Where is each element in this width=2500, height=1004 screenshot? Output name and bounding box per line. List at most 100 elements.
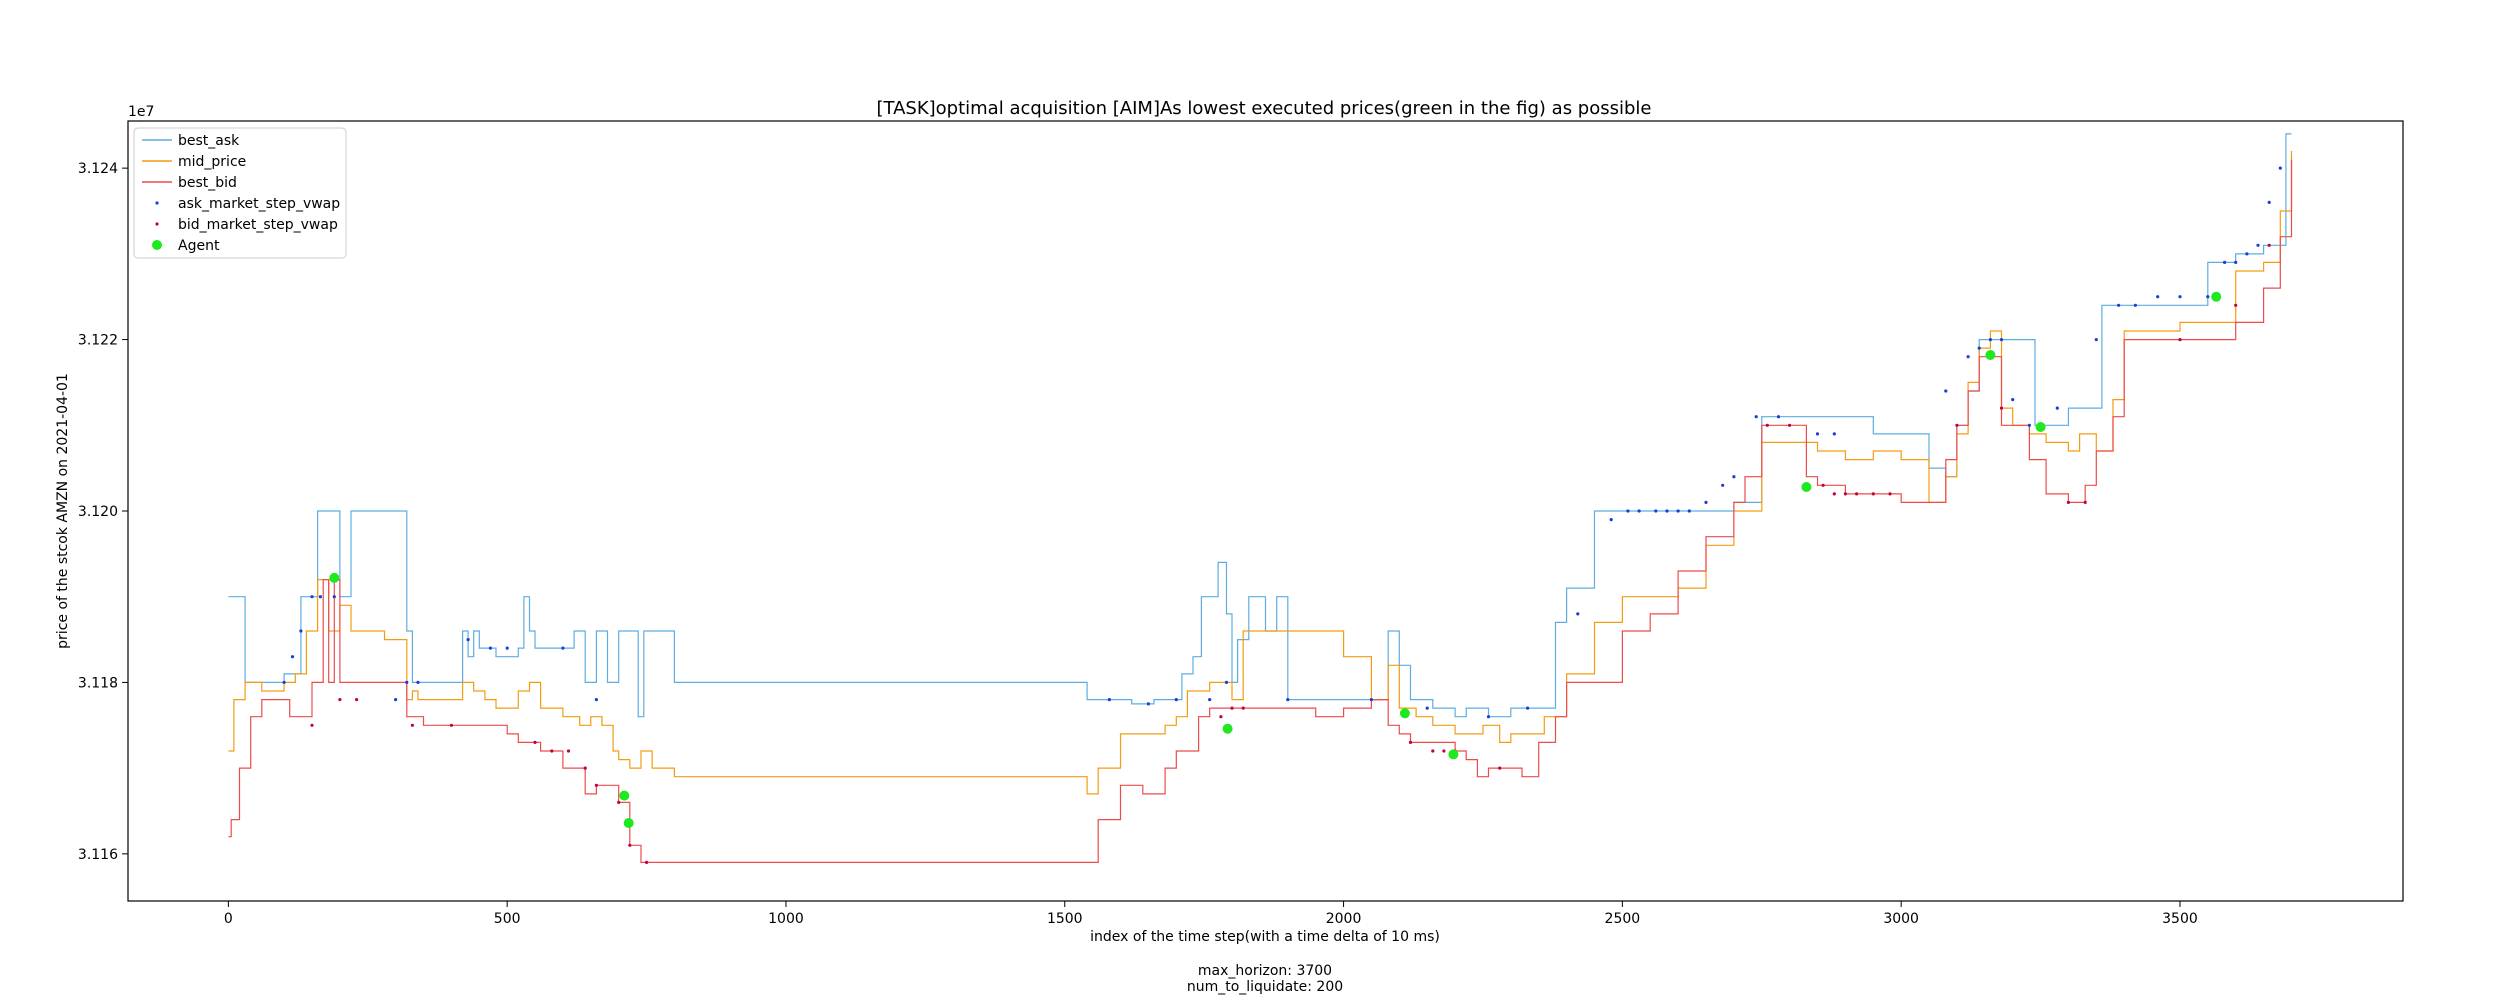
point-bid-market-step-vwap — [1832, 492, 1836, 496]
point-ask-market-step-vwap — [2223, 260, 2227, 264]
point-ask-market-step-vwap — [1208, 698, 1212, 702]
point-bid-market-step-vwap — [1888, 492, 1892, 496]
point-bid-market-step-vwap — [338, 698, 342, 702]
point-bid-market-step-vwap — [583, 766, 587, 770]
point-ask-market-step-vwap — [2011, 398, 2015, 402]
point-bid-market-step-vwap — [1821, 483, 1825, 487]
point-ask-market-step-vwap — [1609, 518, 1613, 522]
point-ask-market-step-vwap — [1815, 432, 1820, 436]
point-ask-market-step-vwap — [318, 595, 322, 599]
point-ask-market-step-vwap — [2278, 166, 2282, 170]
point-ask-market-step-vwap — [1776, 415, 1781, 419]
point-ask-market-step-vwap — [1286, 698, 1290, 702]
point-ask-market-step-vwap — [1944, 389, 1948, 393]
x-tick-label: 0 — [224, 911, 233, 927]
point-ask-market-step-vwap — [1687, 509, 1691, 513]
point-bid-market-step-vwap — [1999, 406, 2004, 410]
point-ask-market-step-vwap — [394, 698, 398, 702]
point-ask-market-step-vwap — [1146, 702, 1150, 706]
point-bid-market-step-vwap — [410, 723, 414, 727]
agent-point — [1222, 723, 1233, 734]
point-bid-market-step-vwap — [533, 740, 537, 745]
point-bid-market-step-vwap — [1442, 749, 1446, 753]
agent-point — [1801, 482, 1812, 492]
y-axis: 3.116 3.118 3.120 3.122 3.124 — [78, 161, 128, 863]
legend-label-ask-market-step-vwap: ask_market_step_vwap — [178, 196, 340, 212]
point-ask-market-step-vwap — [1107, 698, 1111, 702]
point-ask-market-step-vwap — [1966, 355, 1970, 359]
point-ask-market-step-vwap — [290, 655, 295, 659]
x-tick-label: 1000 — [768, 911, 804, 927]
point-ask-market-step-vwap — [1174, 698, 1178, 702]
x-tick-label: 1500 — [1047, 911, 1083, 927]
point-ask-market-step-vwap — [1732, 475, 1736, 479]
point-ask-market-step-vwap — [416, 680, 420, 685]
x-axis: 0 500 1000 1500 2000 2500 3000 3500 — [224, 901, 2198, 927]
point-ask-market-step-vwap — [561, 646, 565, 650]
y-tick-label: 3.120 — [78, 504, 118, 520]
agent-point — [619, 790, 630, 801]
footer-num-to-liquidate: num_to_liquidate: 200 — [1187, 979, 1343, 995]
point-bid-market-step-vwap — [2083, 500, 2087, 504]
point-ask-market-step-vwap — [1626, 509, 1630, 513]
point-ask-market-step-vwap — [1576, 612, 1580, 616]
point-bid-market-step-vwap — [628, 843, 632, 847]
point-bid-market-step-vwap — [1241, 706, 1245, 710]
legend: best_ask mid_price best_bid ask_market_step… — [133, 127, 347, 259]
point-ask-market-step-vwap — [1999, 338, 2004, 342]
x-tick-label: 500 — [494, 911, 521, 927]
point-ask-market-step-vwap — [1832, 432, 1836, 436]
point-bid-market-step-vwap — [1765, 423, 1769, 427]
agent-point — [329, 572, 340, 583]
point-ask-market-step-vwap — [1486, 715, 1491, 719]
point-ask-market-step-vwap — [405, 680, 409, 685]
legend-swatch-Agent — [152, 240, 162, 250]
point-bid-market-step-vwap — [355, 698, 359, 702]
legend-swatch-bid-market-step-vwap — [155, 222, 159, 226]
point-bid-market-step-vwap — [1955, 423, 1959, 427]
point-ask-market-step-vwap — [2117, 303, 2121, 307]
point-ask-market-step-vwap — [1425, 706, 1429, 710]
point-ask-market-step-vwap — [466, 638, 470, 642]
series-line-best-ask — [228, 133, 2292, 718]
point-bid-market-step-vwap — [1498, 766, 1502, 770]
point-ask-market-step-vwap — [1721, 483, 1725, 487]
point-bid-market-step-vwap — [566, 749, 571, 753]
point-ask-market-step-vwap — [1704, 500, 1708, 504]
point-ask-market-step-vwap — [2027, 423, 2031, 427]
point-bid-market-step-vwap — [2267, 243, 2271, 247]
agent-point — [2035, 422, 2046, 432]
point-bid-market-step-vwap — [550, 749, 554, 753]
point-ask-market-step-vwap — [2206, 295, 2210, 299]
point-ask-market-step-vwap — [282, 680, 286, 685]
point-bid-market-step-vwap — [1855, 492, 1859, 496]
point-ask-market-step-vwap — [594, 698, 599, 702]
point-bid-market-step-vwap — [449, 723, 453, 727]
point-bid-market-step-vwap — [1408, 740, 1413, 745]
series-line-best-bid — [228, 159, 2293, 863]
point-ask-market-step-vwap — [1526, 706, 1530, 710]
y-tick-label: 3.116 — [78, 847, 118, 863]
y-tick-label: 3.124 — [78, 161, 118, 177]
agent-point — [2211, 291, 2222, 302]
agent-point — [623, 818, 634, 828]
point-ask-market-step-vwap — [1988, 338, 1992, 342]
agent-point — [1399, 708, 1410, 719]
point-ask-market-step-vwap — [1665, 509, 1669, 513]
point-ask-market-step-vwap — [488, 646, 492, 650]
point-ask-market-step-vwap — [332, 595, 336, 599]
legend-label-best-bid: best_bid — [178, 175, 237, 191]
point-ask-market-step-vwap — [1654, 509, 1658, 513]
x-axis-label: index of the time step(with a time delta… — [1090, 929, 1440, 945]
agent-point — [1448, 749, 1459, 760]
x-tick-label: 2000 — [1326, 911, 1362, 927]
point-ask-market-step-vwap — [1224, 680, 1229, 685]
point-ask-market-step-vwap — [1637, 509, 1641, 513]
point-ask-market-step-vwap — [1754, 415, 1758, 419]
point-bid-market-step-vwap — [1219, 715, 1223, 719]
point-ask-market-step-vwap — [2267, 200, 2271, 204]
legend-box — [133, 127, 347, 259]
x-tick-label: 2500 — [1605, 911, 1641, 927]
